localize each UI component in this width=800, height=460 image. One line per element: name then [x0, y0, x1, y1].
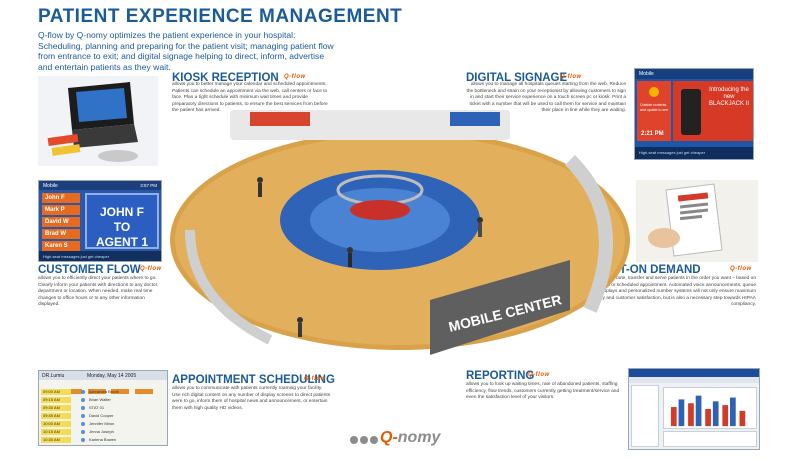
page-title: PATIENT EXPERIENCE MANAGEMENT: [38, 6, 403, 27]
customer-flow-panel-topbar: Mobile: [39, 181, 161, 190]
customer-flow-panel: Mobile 3:57 PM John F Mark P David W Bra…: [38, 180, 162, 262]
customer-flow-name: Mark P: [42, 205, 80, 215]
kiosk-text: allows you to better manage your calenda…: [172, 82, 328, 114]
appointment-patient: Jenna Joseph: [89, 429, 114, 434]
customer-flow-name: David W: [42, 217, 80, 227]
signage-panel-bottom: High-seat messages just get cheaper: [635, 147, 753, 159]
appointment-text: allows you to communicate with patients …: [172, 386, 331, 411]
customer-flow-name: Brad W: [42, 229, 80, 239]
appointment-time: 09:30 AM: [41, 405, 71, 411]
customer-flow-name: John F: [42, 193, 80, 203]
logo-name: nomy: [397, 429, 441, 446]
star-icon: [649, 87, 659, 97]
appointment-tab: [87, 389, 106, 394]
reporting-chart: [663, 387, 757, 429]
reporting-heading: REPORTING: [466, 370, 535, 382]
appointment-time: 10:15 AM: [41, 429, 71, 435]
appointment-time: 09:15 AM: [41, 397, 71, 403]
signage-panel-small: Outside contents and update to see: [640, 103, 669, 112]
reporting-text: allows you to look up waiting times, rat…: [466, 382, 620, 401]
mobile-center-scene: MOBILE CENTER: [170, 110, 630, 355]
appointment-row: 10:30 AM Karlena Bowen: [41, 437, 165, 444]
signage-panel-right: Introducing the new BLACKJACK II: [673, 81, 753, 141]
customer-flow-text: allows you to efficiently direct your pa…: [38, 276, 159, 308]
appointment-row: 09:00 AM Alexandra Brook: [41, 389, 165, 396]
print-on-demand-image: [636, 180, 758, 262]
appointment-patient: Karlena Bowen: [89, 437, 117, 442]
appointment-time: 09:00 AM: [41, 389, 71, 395]
reporting-grid: [663, 431, 757, 447]
logo-prefix: Q-: [380, 429, 398, 446]
phone-icon: [681, 89, 701, 135]
agent-line-2: TO: [113, 220, 131, 234]
status-dot-icon: [81, 414, 85, 418]
appointment-brand: Q-flow: [304, 376, 326, 382]
appointment-row: 09:30 AM STAT 01: [41, 405, 165, 412]
reporting-titlebar: [629, 369, 759, 377]
signage-heading: DIGITAL SIGNAGE: [466, 72, 568, 84]
appointment-patient: Jennifer Miron: [89, 421, 115, 426]
signage-panel-topbar: Mobile: [635, 69, 753, 79]
customer-flow-brand: Q-flow: [140, 266, 162, 272]
signage-brand: Q-flow: [560, 74, 582, 80]
appointment-time: 10:30 AM: [41, 437, 71, 443]
signage-panel-time: 2:21 PM: [641, 131, 664, 137]
status-dot-icon: [81, 430, 85, 434]
agent-line-1: JOHN F: [99, 205, 144, 219]
status-dot-icon: [81, 422, 85, 426]
appointment-patient: STAT 01: [89, 405, 105, 410]
appointment-row: 09:45 AM David Cooper: [41, 413, 165, 420]
customer-flow-name-list: John F Mark P David W Brad W Karen S: [42, 193, 80, 253]
agent-line-3: AGENT 1: [95, 235, 148, 249]
customer-flow-panel-time: 3:57 PM: [140, 183, 157, 188]
appointment-patient: David Cooper: [89, 413, 114, 418]
status-dot-icon: [81, 398, 85, 402]
customer-flow-agent-display: JOHN F TO AGENT 1: [85, 193, 159, 249]
appointment-tab: [111, 389, 130, 394]
appointment-time: 09:45 AM: [41, 413, 71, 419]
reporting-brand: Q-flow: [528, 372, 550, 378]
appointment-patient: Brian Walter: [89, 397, 111, 402]
signage-text: allows you to manage all hospitals queue…: [466, 82, 626, 114]
appointment-tab: [134, 389, 153, 394]
customer-flow-heading: CUSTOMER FLOW: [38, 264, 141, 276]
appointment-tabs: [41, 381, 165, 394]
appointment-time: 10:00 AM: [41, 421, 71, 427]
appointment-panel-header: DR.Lumiu Monday, May 14 2005: [39, 371, 167, 380]
kiosk-brand: Q-flow: [284, 74, 306, 80]
appointment-panel-date: Monday, May 14 2005: [87, 373, 137, 379]
status-dot-icon: [81, 406, 85, 410]
reporting-sidebar: [631, 385, 659, 447]
reporting-menubar: [629, 377, 759, 383]
qnomy-logo: [350, 436, 378, 444]
signage-panel-headline: Introducing the new BLACKJACK II: [708, 87, 749, 107]
signage-panel-left: Outside contents and update to see 2:21 …: [637, 81, 671, 141]
reporting-panel: [628, 368, 760, 450]
appointment-panel-name: DR.Lumiu: [42, 373, 65, 379]
status-dot-icon: [81, 390, 85, 394]
signage-panel: Mobile Outside contents and update to se…: [634, 68, 754, 160]
appointment-rows: 09:00 AM Alexandra Brook 09:15 AM Brian Wa…: [41, 389, 165, 445]
appointment-row: 10:15 AM Jenna Joseph: [41, 429, 165, 436]
appointment-tab: [64, 389, 83, 394]
appointment-heading: APPOINTMENT SCHEDULING: [172, 374, 335, 386]
print-on-demand-text: allows you to prioritize, route, transfe…: [562, 276, 756, 308]
status-dot-icon: [81, 438, 85, 442]
appointment-row: 09:15 AM Brian Walter: [41, 397, 165, 404]
kiosk-image: [38, 76, 158, 166]
intro-text: Q-flow by Q-nomy optimizes the patient e…: [38, 30, 334, 72]
customer-flow-name: Karen S: [42, 241, 80, 251]
qnomy-logo-text: Q-nomy: [380, 429, 440, 447]
appointment-row: 10:00 AM Jennifer Miron: [41, 421, 165, 428]
kiosk-heading: KIOSK RECEPTION: [172, 72, 279, 84]
customer-flow-panel-bottom: High-seat messages just get cheaper: [39, 251, 161, 261]
appointment-panel: DR.Lumiu Monday, May 14 2005 09:00 AM Ale…: [38, 370, 168, 446]
appointment-patient: Alexandra Brook: [89, 389, 119, 394]
print-on-demand-brand: Q-flow: [730, 266, 752, 272]
